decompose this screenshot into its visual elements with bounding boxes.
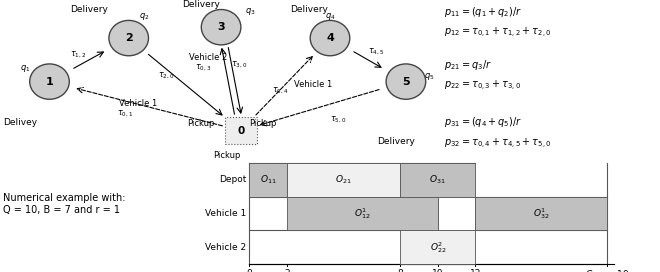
Text: $O^2_{22}$: $O^2_{22}$	[430, 240, 446, 255]
Text: Pickup: Pickup	[187, 119, 215, 128]
Text: $O_{21}$: $O_{21}$	[335, 174, 352, 186]
Text: $\tau_{5,0}$: $\tau_{5,0}$	[330, 115, 346, 125]
Text: $\tau_{2,0}$: $\tau_{2,0}$	[158, 70, 174, 81]
Text: Vehicle 1: Vehicle 1	[294, 80, 333, 89]
Text: Vehicle 2: Vehicle 2	[189, 52, 227, 62]
Text: $\tau_{1,2}$: $\tau_{1,2}$	[70, 49, 86, 60]
Text: Delivery: Delivery	[70, 5, 108, 14]
Text: $\tau_{0,4}$: $\tau_{0,4}$	[272, 86, 289, 96]
Text: $p_{22} = \tau_{0,3} + \tau_{3,0}$: $p_{22} = \tau_{0,3} + \tau_{3,0}$	[444, 79, 521, 93]
Bar	[475, 197, 607, 230]
Text: 2: 2	[125, 33, 133, 43]
Text: $\tau_{0,3}$: $\tau_{0,3}$	[195, 62, 211, 73]
Text: Depot: Depot	[219, 175, 246, 184]
Text: $q_5$: $q_5$	[424, 71, 434, 82]
Text: Delivery: Delivery	[290, 5, 328, 14]
Text: $p_{31} = (q_4 + q_5)/r$: $p_{31} = (q_4 + q_5)/r$	[444, 115, 523, 129]
Text: Pickup: Pickup	[213, 150, 240, 160]
Text: Delivery: Delivery	[377, 137, 415, 146]
Bar	[438, 197, 475, 230]
Text: 8: 8	[397, 269, 403, 272]
Text: $q_3$: $q_3$	[246, 6, 256, 17]
Text: 2: 2	[284, 269, 290, 272]
Text: $p_{12} = \tau_{0,1} + \tau_{1,2} + \tau_{2,0}$: $p_{12} = \tau_{0,1} + \tau_{1,2} + \tau…	[444, 26, 552, 40]
Text: 10: 10	[432, 269, 444, 272]
Text: $q_2$: $q_2$	[139, 11, 149, 22]
Bar	[287, 163, 400, 197]
Text: $\tau_{3,0}$: $\tau_{3,0}$	[231, 60, 247, 70]
Text: $\tau_{4,5}$: $\tau_{4,5}$	[368, 47, 384, 57]
Text: $p_{32} = \tau_{0,4} + \tau_{4,5} + \tau_{5,0}$: $p_{32} = \tau_{0,4} + \tau_{4,5} + \tau…	[444, 137, 552, 151]
Ellipse shape	[310, 20, 350, 56]
Bar	[225, 117, 257, 144]
Text: Numerical example with:
Q = 10, B = 7 and r = 1: Numerical example with: Q = 10, B = 7 an…	[3, 193, 126, 215]
Text: Pickup: Pickup	[249, 119, 277, 128]
Text: 3: 3	[217, 22, 225, 32]
Text: $q_4$: $q_4$	[325, 11, 335, 22]
Text: $O^1_{12}$: $O^1_{12}$	[354, 206, 371, 221]
Text: 12: 12	[470, 269, 481, 272]
Text: $C_{max} = 19$: $C_{max} = 19$	[585, 269, 629, 272]
Text: 0: 0	[247, 269, 252, 272]
Text: $O_{11}$: $O_{11}$	[260, 174, 277, 186]
Bar	[287, 197, 438, 230]
Text: Delivey: Delivey	[3, 118, 37, 127]
Ellipse shape	[109, 20, 148, 56]
Text: $\tau_{0,1}$: $\tau_{0,1}$	[117, 109, 133, 119]
Text: Vehicle 2: Vehicle 2	[205, 243, 246, 252]
Bar	[400, 230, 475, 264]
Text: 1: 1	[46, 77, 53, 86]
Text: $p_{21} = q_3/r$: $p_{21} = q_3/r$	[444, 58, 492, 72]
Text: Delivery: Delivery	[182, 0, 220, 9]
Ellipse shape	[201, 10, 241, 45]
Text: $O^1_{32}$: $O^1_{32}$	[533, 206, 550, 221]
Text: 4: 4	[326, 33, 334, 43]
Text: $q_1$: $q_1$	[20, 63, 30, 74]
Text: Vehicle 1: Vehicle 1	[205, 209, 246, 218]
Text: 0: 0	[238, 126, 244, 135]
Ellipse shape	[30, 64, 69, 99]
Text: $O_{31}$: $O_{31}$	[430, 174, 446, 186]
Ellipse shape	[386, 64, 426, 99]
Text: $p_{11} = (q_1 + q_2)/r$: $p_{11} = (q_1 + q_2)/r$	[444, 5, 523, 19]
Text: 5: 5	[402, 77, 410, 86]
Bar	[249, 163, 287, 197]
Text: Vehicle 1: Vehicle 1	[119, 99, 158, 108]
Bar	[400, 163, 475, 197]
